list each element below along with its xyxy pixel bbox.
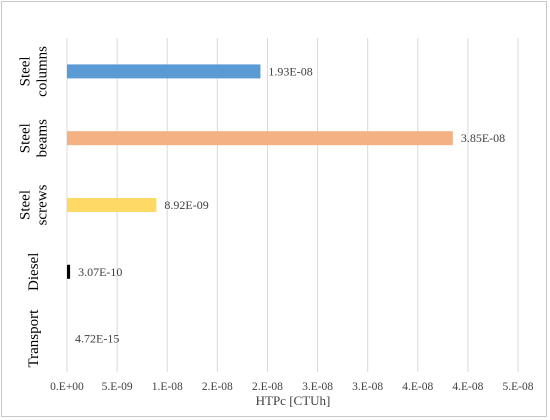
data-label: 3.07E-10 bbox=[78, 265, 122, 279]
x-tick-label: 2.E-08 bbox=[252, 381, 283, 393]
bar bbox=[67, 198, 157, 212]
data-label: 4.72E-15 bbox=[75, 332, 119, 346]
category-label: Steelbeams bbox=[18, 119, 51, 157]
data-label: 1.93E-08 bbox=[268, 64, 312, 78]
bar bbox=[67, 264, 71, 279]
x-tick-label: 5.E-08 bbox=[503, 381, 534, 393]
bar bbox=[67, 131, 453, 146]
x-tick-labels: 0.E+00 5.E-09 1.E-08 2.E-08 2.E-08 3.E-08 3.E-… bbox=[50, 381, 534, 393]
data-labels: 1.93E-08 3.85E-08 8.92E-09 3.07E-10 4.72E-15 bbox=[75, 64, 505, 345]
x-tick-label: 5.E-09 bbox=[102, 381, 133, 393]
x-tick-label: 4.E-08 bbox=[452, 381, 483, 393]
bar bbox=[67, 64, 261, 79]
gridlines bbox=[66, 38, 519, 372]
x-tick-label: 3.E-08 bbox=[302, 381, 333, 393]
x-tick-label: 0.E+00 bbox=[50, 381, 84, 393]
data-label: 8.92E-09 bbox=[164, 198, 208, 212]
x-tick-label: 2.E-08 bbox=[202, 381, 233, 393]
bar-series bbox=[67, 64, 453, 279]
x-tick-label: 4.E-08 bbox=[402, 381, 433, 393]
x-tick-label: 1.E-08 bbox=[152, 381, 183, 393]
category-label: Steelscrews bbox=[18, 184, 51, 225]
category-label: Steelcolumns bbox=[18, 46, 51, 97]
category-label: Transport bbox=[26, 309, 42, 368]
x-axis-title: HTPc [CTUh] bbox=[256, 393, 331, 408]
category-label: Diesel bbox=[26, 253, 42, 291]
data-label: 3.85E-08 bbox=[461, 131, 505, 145]
x-tick-label: 3.E-08 bbox=[352, 381, 383, 393]
category-labels: Steelcolumns Steelbeams Steelscrews Diesel T… bbox=[18, 46, 51, 368]
